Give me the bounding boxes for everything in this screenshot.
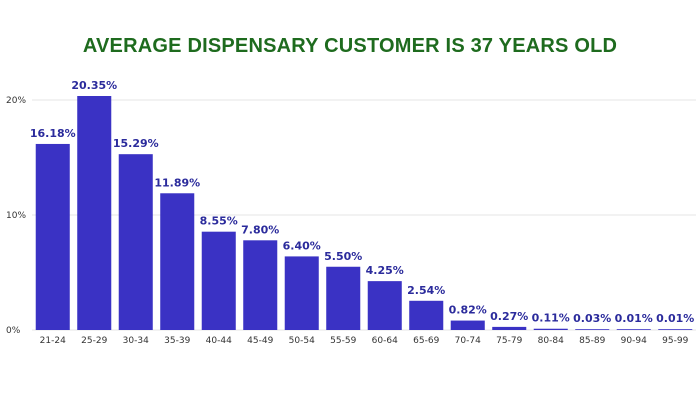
bar [326,266,361,330]
data-labels: 16.18% 20.35% 15.29% 11.89% 8.55%7.80% 6.40%5… [30,79,695,325]
y-tick-label: 10% [6,211,26,221]
data-label: 8.55% [200,215,238,228]
x-tick-label: 30-34 [123,336,149,346]
data-label: 2.54% [407,284,445,297]
bar [658,329,693,330]
bar [284,256,319,330]
bar [409,300,444,330]
data-label: 0.01% [656,312,694,325]
x-tick-label: 70-74 [455,336,481,346]
bars [35,96,693,330]
bar [77,96,112,330]
bar [367,281,402,330]
x-tick-label: 90-94 [621,336,647,346]
data-label: 0.03% [573,312,611,325]
data-label: 4.25% [366,264,404,277]
x-tick-label: 35-39 [164,336,190,346]
bar [575,329,610,330]
data-label: 11.89% [154,176,200,189]
x-tick-label: 21-24 [40,336,66,346]
x-tick-label: 25-29 [81,336,107,346]
x-tick-label: 60-64 [372,336,398,346]
bar [533,328,568,330]
x-tick-label: 40-44 [206,336,232,346]
x-tick-label: 85-89 [579,336,605,346]
bar [450,320,485,330]
bar [118,154,153,330]
bar [35,143,70,330]
bar [492,326,527,330]
data-label: 15.29% [113,137,159,150]
data-label: 16.18% [30,127,76,140]
bar [616,329,651,330]
x-tick-label: 45-49 [247,336,273,346]
data-label: 0.27% [490,310,528,323]
axes: 0% 10% 20% 21-24 25-29 30-34 35-39 40-44 45-49 50… [6,96,689,346]
data-label: 0.82% [449,304,487,317]
data-label: 0.11% [532,312,570,325]
x-tick-label: 75-79 [496,336,522,346]
chart-title: AVERAGE DISPENSARY CUSTOMER IS 37 YEARS … [82,35,618,57]
bar [160,193,195,330]
bar [201,231,236,330]
x-tick-label: 55-59 [330,336,356,346]
data-label: 5.50% [324,250,362,263]
bar [243,240,278,330]
x-tick-label: 80-84 [538,336,564,346]
data-label: 6.40% [283,239,321,252]
data-label: 7.80% [241,223,279,236]
data-label: 20.35% [71,79,117,92]
x-tick-label: 65-69 [413,336,439,346]
y-tick-label: 20% [6,96,26,106]
x-tick-label: 95-99 [662,336,688,346]
y-tick-label: 0% [6,326,21,336]
x-tick-label: 50-54 [289,336,315,346]
data-label: 0.01% [615,312,653,325]
